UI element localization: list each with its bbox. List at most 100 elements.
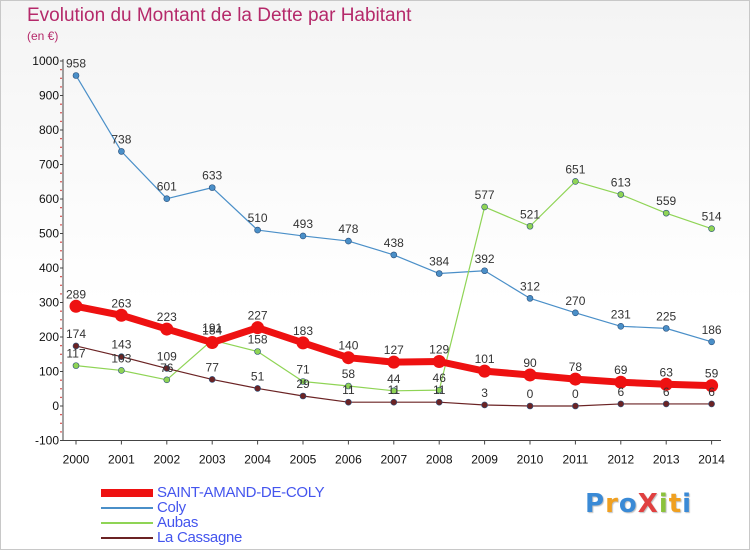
data-label: 514 bbox=[702, 210, 722, 224]
data-label: 0 bbox=[527, 387, 534, 401]
y-minor-tick bbox=[60, 155, 62, 157]
data-point bbox=[163, 365, 171, 372]
data-label: 11 bbox=[433, 383, 446, 397]
data-label: 0 bbox=[572, 387, 579, 401]
y-minor-tick bbox=[60, 224, 62, 226]
legend-item: Aubas bbox=[101, 514, 401, 531]
y-minor-tick bbox=[60, 284, 62, 287]
data-point bbox=[526, 295, 534, 302]
data-label: 191 bbox=[202, 321, 222, 335]
data-label: 510 bbox=[248, 211, 268, 225]
y-minor-tick bbox=[60, 120, 62, 123]
x-tick-label: 2009 bbox=[471, 453, 498, 467]
data-label: 577 bbox=[475, 188, 495, 202]
y-minor-tick bbox=[60, 206, 62, 209]
data-point bbox=[572, 309, 579, 317]
data-point bbox=[118, 353, 125, 360]
data-point bbox=[572, 402, 579, 410]
data-point bbox=[481, 203, 488, 211]
legend-item: Coly bbox=[101, 499, 401, 516]
y-tick-label: 500 bbox=[39, 227, 59, 241]
data-label: 384 bbox=[429, 255, 449, 269]
data-point bbox=[341, 351, 355, 365]
data-point bbox=[708, 338, 715, 346]
legend-swatch bbox=[101, 522, 153, 524]
data-point bbox=[659, 377, 673, 391]
data-label: 613 bbox=[611, 176, 631, 190]
data-point bbox=[526, 402, 534, 410]
legend-item: La Cassagne bbox=[101, 529, 401, 546]
data-label: 438 bbox=[384, 236, 404, 250]
legend-label: Coly bbox=[157, 499, 186, 516]
data-point bbox=[118, 367, 125, 374]
legend-swatch bbox=[101, 507, 153, 509]
data-label: 231 bbox=[611, 307, 631, 321]
data-label: 6 bbox=[708, 385, 715, 399]
data-point bbox=[617, 400, 625, 408]
y-minor-tick bbox=[60, 327, 62, 330]
y-minor-tick bbox=[60, 172, 62, 174]
data-point bbox=[72, 342, 80, 350]
data-point bbox=[568, 372, 582, 386]
logo-letter: i bbox=[658, 489, 669, 519]
legend-label: SAINT-AMAND-DE-COLY bbox=[157, 484, 325, 501]
x-tick-label: 2014 bbox=[698, 453, 725, 467]
x-tick-label: 2002 bbox=[153, 453, 180, 467]
y-tick-label: 200 bbox=[39, 330, 59, 344]
data-label: 312 bbox=[520, 279, 540, 293]
data-point bbox=[114, 308, 128, 322]
data-label: 493 bbox=[293, 217, 313, 231]
y-minor-tick bbox=[60, 249, 62, 252]
data-point bbox=[662, 325, 670, 332]
data-label: 11 bbox=[342, 383, 355, 397]
data-label: 11 bbox=[388, 383, 401, 397]
data-point bbox=[662, 209, 670, 217]
data-point bbox=[705, 379, 719, 393]
data-point bbox=[254, 348, 261, 355]
data-label: 270 bbox=[565, 294, 585, 308]
data-point bbox=[390, 398, 398, 406]
data-label: 76 bbox=[160, 361, 174, 375]
data-point bbox=[478, 364, 492, 378]
data-label: 71 bbox=[296, 363, 310, 377]
x-tick-label: 2008 bbox=[426, 453, 453, 467]
y-minor-tick bbox=[60, 103, 62, 105]
data-label: 140 bbox=[338, 339, 358, 353]
data-point bbox=[572, 178, 579, 185]
series-0 bbox=[69, 299, 719, 393]
x-tick-label: 2005 bbox=[290, 453, 317, 467]
y-minor-tick bbox=[60, 68, 62, 71]
data-label: 59 bbox=[705, 367, 719, 381]
data-label: 90 bbox=[523, 356, 537, 370]
data-point bbox=[435, 270, 443, 277]
data-point bbox=[254, 226, 261, 234]
x-tick-label: 2012 bbox=[607, 453, 634, 467]
data-label: 174 bbox=[66, 327, 86, 341]
y-tick-label: 700 bbox=[39, 158, 59, 172]
data-label: 103 bbox=[111, 351, 131, 365]
y-tick-label: 800 bbox=[39, 123, 59, 137]
y-minor-tick bbox=[60, 293, 62, 295]
y-tick-label: -100 bbox=[35, 434, 59, 448]
data-label: 633 bbox=[202, 169, 222, 183]
data-label: 127 bbox=[384, 343, 404, 357]
data-point bbox=[296, 336, 310, 350]
legend-label: Aubas bbox=[157, 514, 199, 531]
data-point bbox=[251, 321, 265, 335]
data-point bbox=[205, 336, 219, 350]
legend-swatch bbox=[101, 489, 153, 497]
data-label: 44 bbox=[387, 372, 401, 386]
data-point bbox=[390, 251, 398, 259]
y-minor-tick bbox=[60, 189, 62, 192]
y-tick-label: 600 bbox=[39, 192, 59, 206]
data-point bbox=[208, 184, 216, 191]
data-label: 184 bbox=[202, 324, 222, 338]
proxiti-logo: ProXiti bbox=[585, 489, 692, 519]
data-label: 69 bbox=[614, 363, 628, 377]
data-point bbox=[617, 191, 625, 198]
y-minor-tick bbox=[60, 318, 62, 321]
data-label: 289 bbox=[66, 287, 86, 301]
data-label: 183 bbox=[293, 324, 313, 338]
